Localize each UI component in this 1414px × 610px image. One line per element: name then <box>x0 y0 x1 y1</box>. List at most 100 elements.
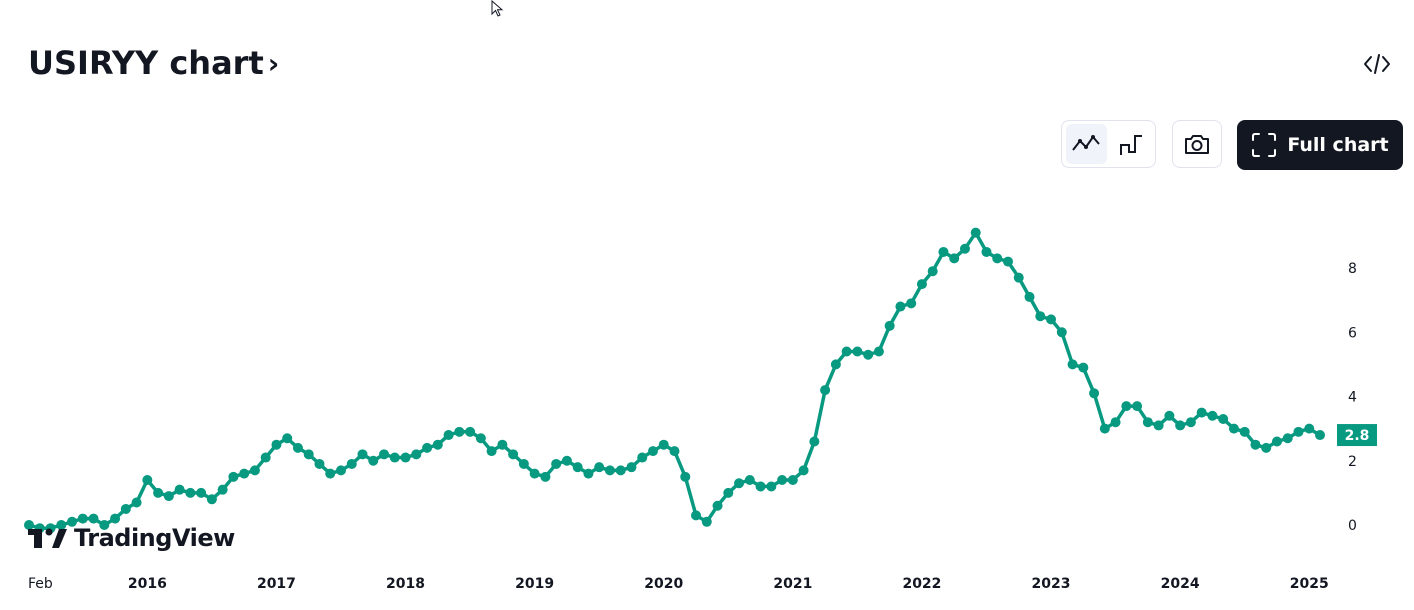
data-point <box>282 433 293 444</box>
data-point <box>1250 439 1261 450</box>
data-point <box>1207 410 1218 421</box>
data-point <box>67 516 78 527</box>
data-point <box>1293 426 1304 437</box>
data-point <box>787 475 798 486</box>
data-point <box>1067 359 1078 370</box>
last-value-marker: 2.8 <box>1337 424 1377 447</box>
data-point <box>131 497 142 508</box>
embed-code-button[interactable] <box>1360 50 1394 78</box>
data-point <box>637 452 648 463</box>
data-point <box>163 491 174 502</box>
data-point <box>938 246 949 257</box>
data-point <box>24 520 34 530</box>
data-point <box>1261 442 1272 453</box>
data-point <box>691 510 702 521</box>
x-tick-label: 2021 <box>773 576 812 592</box>
data-point <box>99 520 110 530</box>
data-point <box>863 349 874 360</box>
tradingview-logo-text: TradingView <box>74 524 235 552</box>
data-point <box>400 452 411 463</box>
data-point <box>1153 420 1164 431</box>
data-point <box>852 346 863 357</box>
data-point <box>755 481 766 492</box>
snapshot-button[interactable] <box>1172 120 1222 168</box>
data-point <box>497 439 508 450</box>
chart-title-link[interactable]: USIRYY chart › <box>28 44 279 82</box>
data-point <box>389 452 400 463</box>
x-tick-label: 2025 <box>1290 576 1329 592</box>
data-point <box>1056 327 1067 338</box>
step-style-button[interactable] <box>1111 124 1152 164</box>
data-point <box>475 433 486 444</box>
data-point <box>174 484 185 495</box>
data-point <box>1142 417 1153 428</box>
line-chart-icon <box>1072 135 1101 151</box>
data-point <box>88 513 99 524</box>
y-tick-label: 8 <box>1348 261 1357 277</box>
data-point <box>1132 401 1143 412</box>
data-point <box>153 487 164 498</box>
data-point <box>260 452 271 463</box>
full-chart-button[interactable]: Full chart <box>1237 120 1403 170</box>
camera-icon <box>1185 135 1209 154</box>
data-point <box>841 346 852 357</box>
data-point <box>196 487 207 498</box>
data-point <box>572 462 583 473</box>
data-point <box>1024 291 1035 302</box>
x-tick-label: 2024 <box>1161 576 1200 592</box>
data-point <box>777 475 788 486</box>
data-point <box>1228 423 1239 434</box>
data-point <box>895 301 906 312</box>
data-point <box>314 458 325 469</box>
data-point <box>594 462 605 473</box>
data-point <box>551 458 562 469</box>
data-point <box>561 455 572 466</box>
x-tick-label: 2017 <box>257 576 296 592</box>
x-tick-label: Feb <box>28 576 53 592</box>
data-point <box>206 494 217 505</box>
chart-title: USIRYY chart <box>28 44 264 82</box>
tradingview-logo[interactable]: TradingView <box>28 524 235 552</box>
code-icon <box>1364 54 1390 74</box>
tradingview-logo-icon <box>28 528 67 548</box>
data-point <box>1271 436 1282 447</box>
data-point <box>1164 410 1175 421</box>
data-point <box>1185 417 1196 428</box>
data-point <box>1121 401 1132 412</box>
data-point <box>540 471 551 482</box>
y-tick-label: 4 <box>1348 390 1357 406</box>
data-point <box>303 449 314 460</box>
x-axis: Feb 2016 2017 2018 2019 2020 2021 2022 2023 2024 2… <box>28 576 1329 592</box>
data-point <box>411 449 422 460</box>
data-point <box>368 455 379 466</box>
fullscreen-icon <box>1252 133 1277 157</box>
data-point <box>120 503 131 514</box>
data-point <box>1218 413 1229 424</box>
data-point <box>604 465 615 476</box>
data-point <box>615 465 626 476</box>
data-point <box>1099 423 1110 434</box>
data-point <box>142 475 153 486</box>
data-point <box>1110 417 1121 428</box>
data-point <box>346 458 357 469</box>
chevron-right-icon: › <box>267 46 280 80</box>
data-point <box>1003 256 1014 267</box>
data-point <box>239 468 250 479</box>
data-point <box>1196 407 1207 418</box>
series-line <box>27 230 1322 530</box>
data-point <box>1175 420 1186 431</box>
data-point <box>723 487 734 498</box>
line-style-button[interactable] <box>1066 124 1107 164</box>
data-point <box>217 484 228 495</box>
data-point <box>680 471 691 482</box>
data-point <box>583 468 594 479</box>
data-point <box>443 430 454 441</box>
data-point <box>1013 272 1024 283</box>
data-point <box>734 478 745 489</box>
last-value-label: 2.8 <box>1345 428 1370 444</box>
series-line-group <box>24 227 1325 534</box>
data-point <box>1089 388 1100 399</box>
data-point <box>701 516 712 527</box>
data-point <box>981 246 992 257</box>
